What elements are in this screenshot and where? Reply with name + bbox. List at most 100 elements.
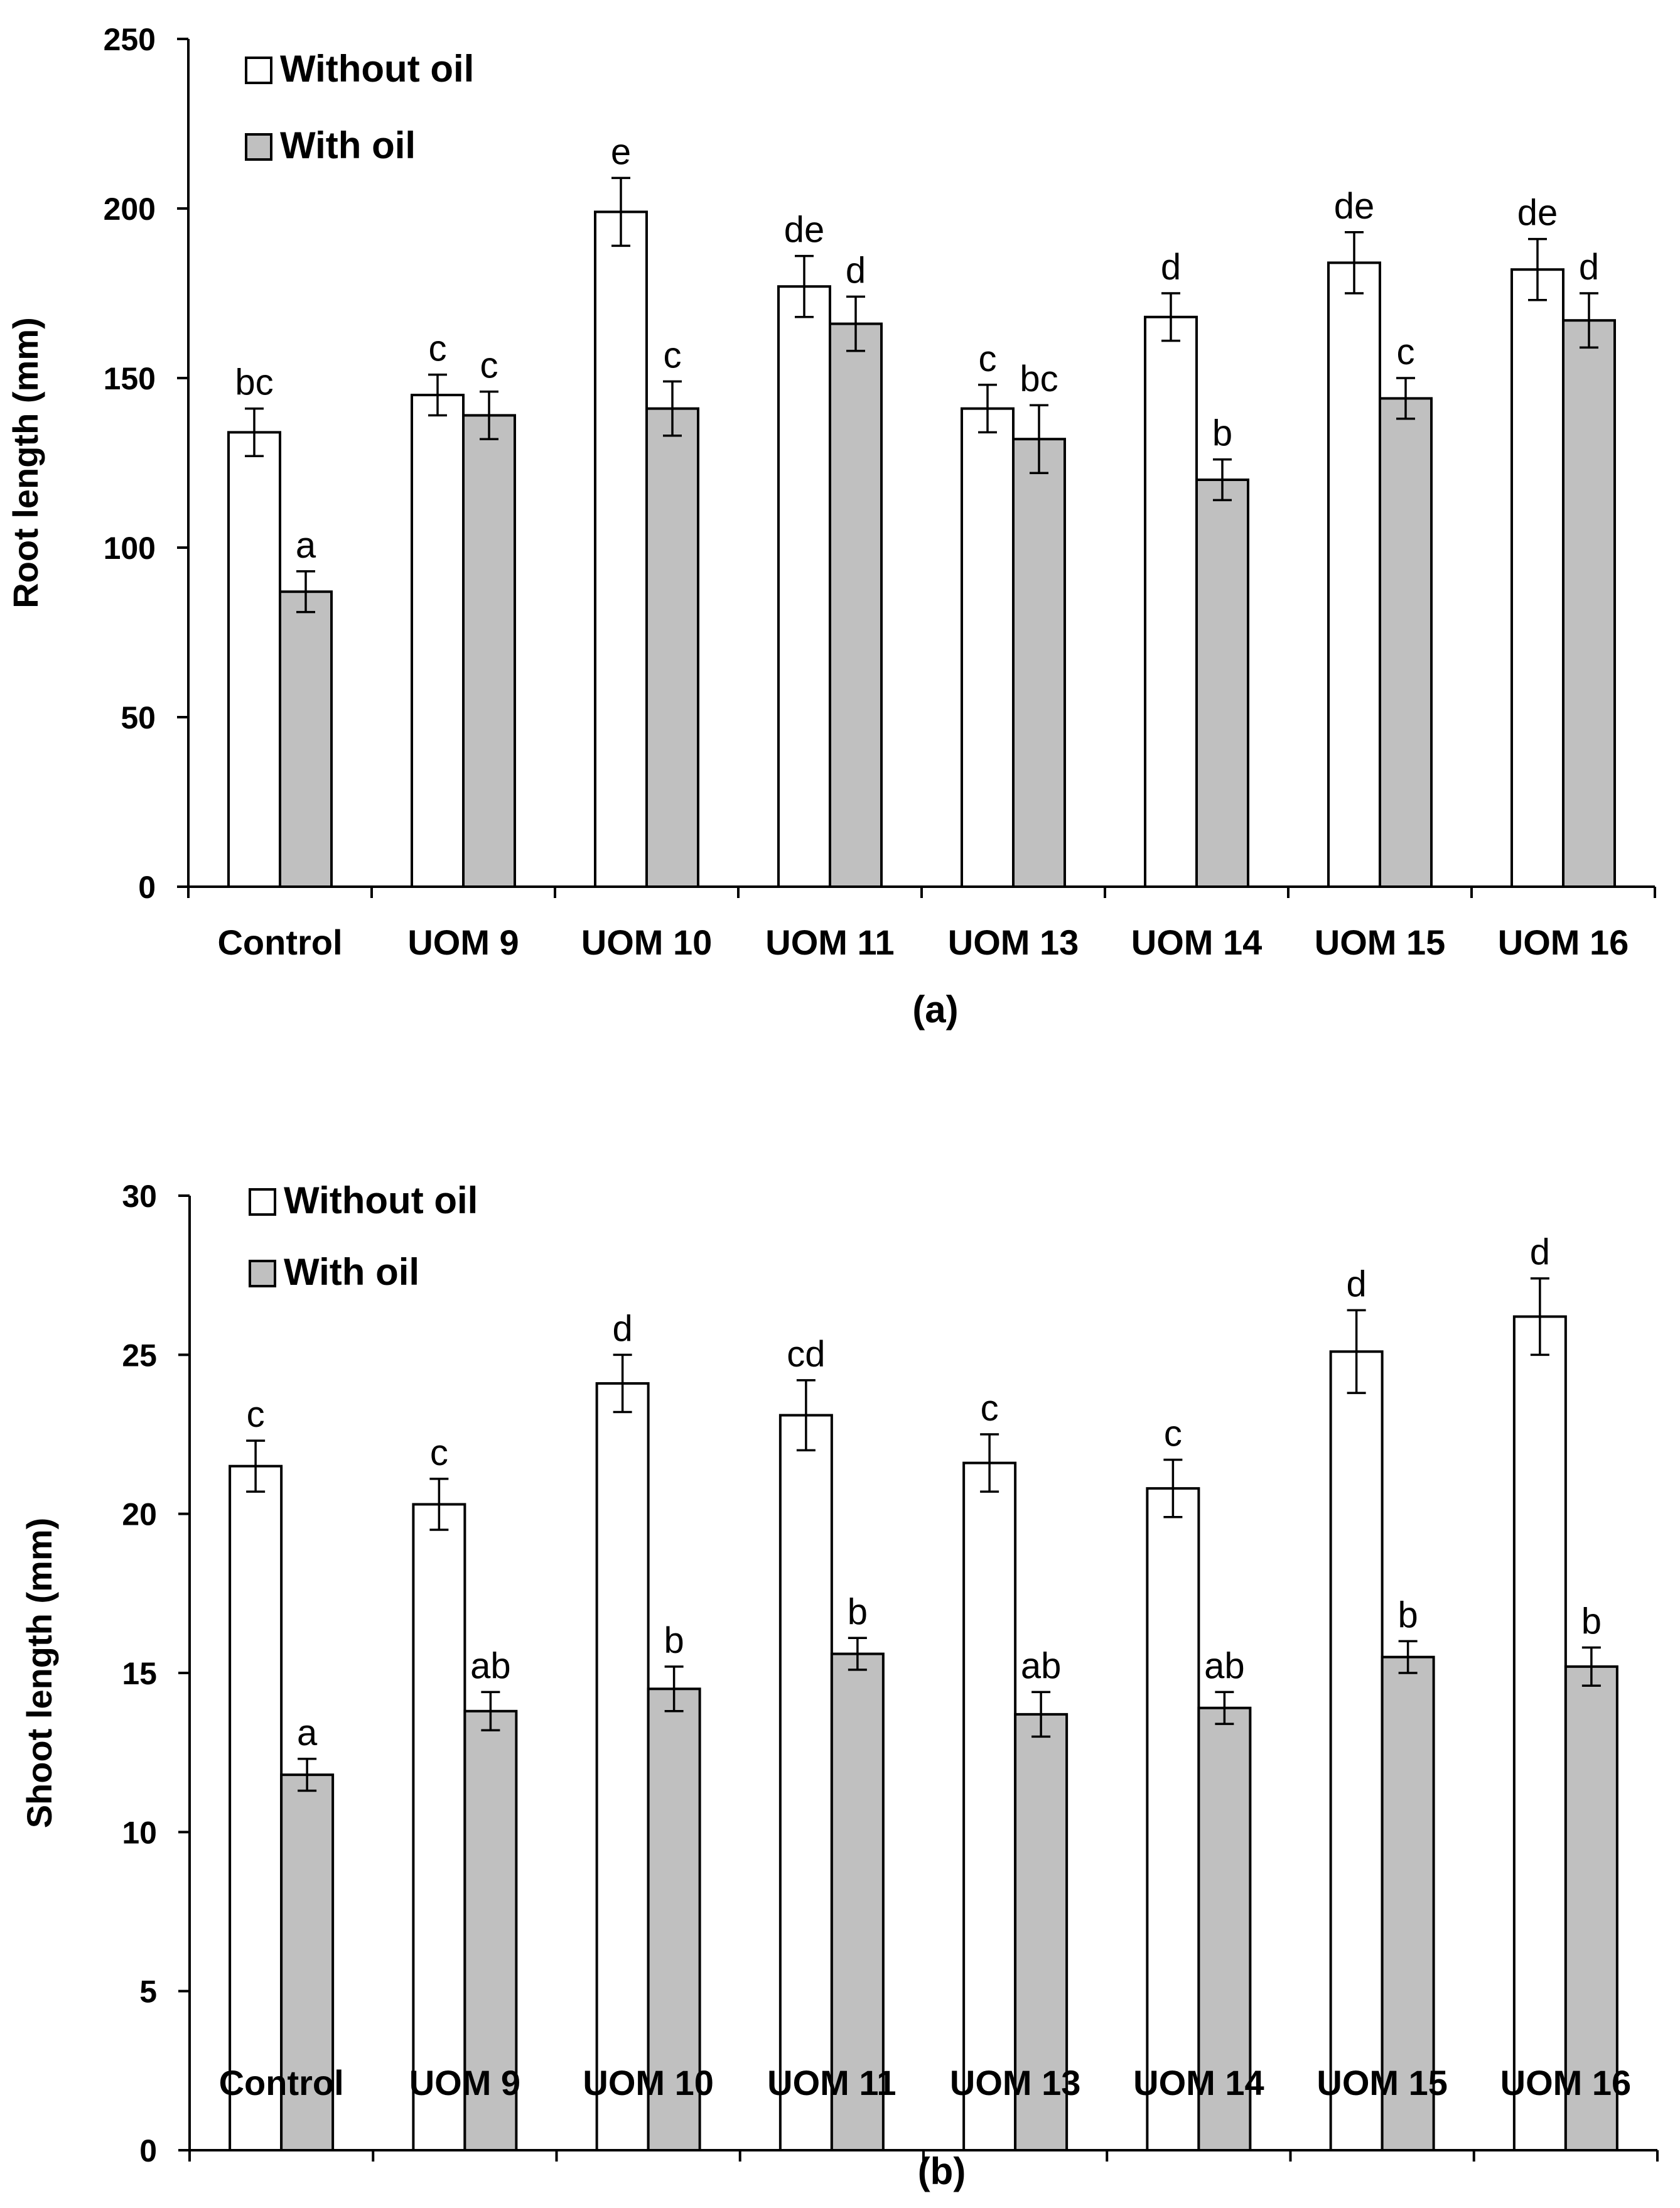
y-tick-label: 150 [104,361,156,396]
y-tick-label: 200 [104,192,156,227]
bar-without-oil [229,1464,283,2152]
x-tick-label: UOM 14 [1133,2063,1264,2102]
bar-without-oil [412,1503,466,2151]
bar-without-oil [1512,1315,1567,2152]
bar-without-oil [227,431,281,888]
significance-letter: b [1397,1594,1418,1635]
bar-without-oil [777,285,831,888]
legend-swatch [249,1260,276,1287]
significance-letter: b [1581,1601,1602,1642]
bar-without-oil [1146,1487,1200,2151]
bar-with-oil [279,590,333,888]
y-tick-label: 20 [122,1497,157,1532]
y-tick-label: 100 [104,531,156,566]
significance-letter: c [430,1432,448,1473]
bar-group: ded [1510,193,1616,888]
panel-label: (a) [912,988,958,1031]
significance-letter: c [981,1388,999,1429]
bar-with-oil [462,414,516,888]
significance-letter: d [1530,1232,1550,1273]
significance-letter: ab [1021,1645,1062,1686]
y-tick-label: 0 [139,2133,157,2168]
bar-group: c ab [412,1432,518,2152]
y-axis-label: Root length (mm) [6,317,45,608]
significance-letter: bc [235,362,273,403]
significance-letter: de [1334,186,1375,227]
y-tick-label: 5 [139,1974,157,2010]
bar-with-oil [830,1652,885,2152]
significance-letter: c [1397,332,1415,372]
significance-letter: c [979,338,997,379]
y-axis-label: Shoot length (mm) [19,1518,59,1829]
x-tick-label: UOM 10 [581,923,713,962]
x-tick-label: UOM 16 [1500,2063,1632,2102]
significance-letter: d [1579,247,1599,288]
bar-without-oil [778,1414,833,2152]
significance-letter: de [1517,193,1558,234]
legend: Without oil With oil [245,48,474,166]
x-tick-label: UOM 11 [767,2063,896,2102]
bar-without-oil [1327,261,1381,888]
significance-letter: b [848,1591,868,1632]
bar-group: db [1329,1264,1435,2152]
legend-item-without-oil: Without oil [249,1179,478,1221]
bar-group: cd b [778,1334,885,2152]
significance-letter: c [664,335,682,376]
significance-letter: ab [470,1645,511,1686]
bar-with-oil [1195,479,1249,888]
bar-group: c ab [1146,1414,1252,2152]
bar-with-oil [829,322,883,888]
bar-group: ded [777,210,883,888]
y-tick-label: 250 [104,22,156,57]
x-tick-label: UOM 9 [407,923,519,962]
bar-group: db [1512,1232,1618,2152]
significance-letter: c [480,345,498,386]
bar-with-oil [1197,1706,1252,2152]
bar-with-oil [1012,438,1066,888]
bar-without-oil [1510,268,1564,888]
bar-group: ca [229,1394,335,2152]
y-tick-label: 15 [122,1656,157,1691]
significance-letter: cd [787,1334,825,1375]
y-tick-label: 25 [122,1338,157,1373]
legend-label: With oil [280,124,416,166]
bar-group: db [595,1308,701,2151]
significance-letter: b [1212,413,1232,454]
significance-letter: d [612,1308,632,1349]
legend-label: With oil [284,1251,419,1293]
bar-group: db [1144,247,1249,888]
significance-letter: b [664,1620,684,1661]
bar-group: ec [594,131,699,888]
significance-letter: a [296,525,316,566]
x-tick-label: UOM 13 [950,2063,1081,2102]
x-tick-label: UOM 15 [1317,2063,1448,2102]
x-tick-label: Control [219,2063,344,2102]
bar-with-oil [1564,1665,1618,2152]
bar-with-oil [1562,319,1616,888]
y-tick-label: 30 [122,1179,157,1214]
bar-group: de c [1327,186,1433,888]
bar-without-oil [594,210,648,888]
significance-letter: e [611,131,631,172]
bar-without-oil [595,1382,650,2151]
significance-letter: de [784,210,825,251]
significance-letter: a [297,1713,318,1753]
panel-label: (b) [918,2150,966,2192]
significance-letter: d [1161,247,1181,288]
significance-letter: bc [1020,359,1058,399]
bar-with-oil [645,407,699,888]
legend-item-with-oil: With oil [245,124,416,166]
bar-without-oil [1329,1350,1384,2151]
bar-group: c ab [962,1388,1069,2152]
legend-swatch [245,57,272,84]
bar-group: bc a [227,362,333,888]
x-tick-label: Control [217,923,342,962]
significance-letter: c [247,1394,265,1435]
x-tick-label: UOM 9 [409,2063,520,2102]
bar-with-oil [1381,1655,1435,2152]
